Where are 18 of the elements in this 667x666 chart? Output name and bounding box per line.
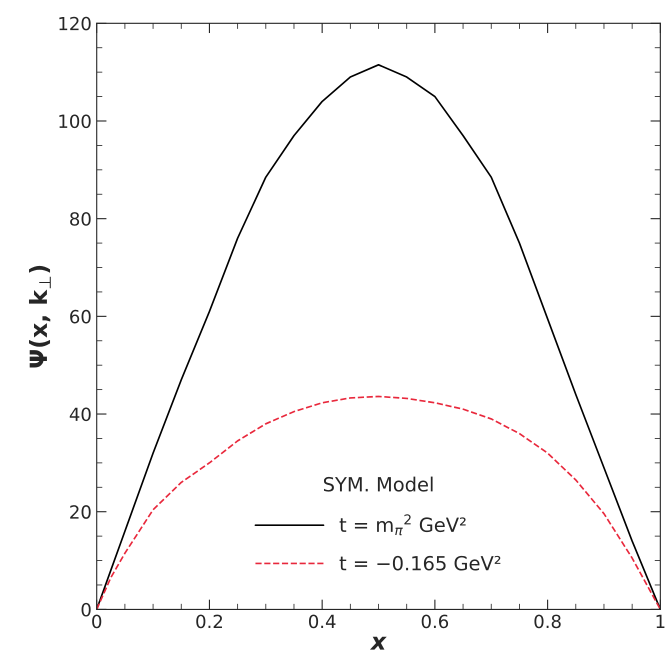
y-tick-label: 120 bbox=[59, 16, 91, 30]
x-tick-label: 0.8 bbox=[534, 614, 561, 628]
y-tick-label: 100 bbox=[59, 114, 91, 128]
legend-title: SYM. Model bbox=[324, 476, 433, 492]
x-axis-title: x bbox=[370, 636, 387, 650]
y-tick-label: 80 bbox=[70, 212, 91, 226]
y-tick-label: 20 bbox=[70, 505, 91, 519]
y-tick-label: 60 bbox=[70, 310, 91, 324]
x-tick-label: 1 bbox=[656, 614, 664, 628]
legend-label: t = m$_{π}$$^{2}$ GeV² bbox=[340, 514, 466, 536]
x-tick-label: 0 bbox=[92, 614, 102, 628]
y-tick-label: 40 bbox=[70, 407, 91, 422]
y-tick-label: 0 bbox=[82, 602, 91, 617]
x-tick-label: 0.6 bbox=[422, 614, 448, 628]
x-tick-label: 0.4 bbox=[308, 614, 336, 628]
y-axis-title: Ψ(x, k$_{⊥}$) bbox=[28, 266, 51, 368]
legend-label: t = −0.165 GeV² bbox=[340, 556, 500, 571]
x-tick-label: 0.2 bbox=[196, 614, 222, 628]
